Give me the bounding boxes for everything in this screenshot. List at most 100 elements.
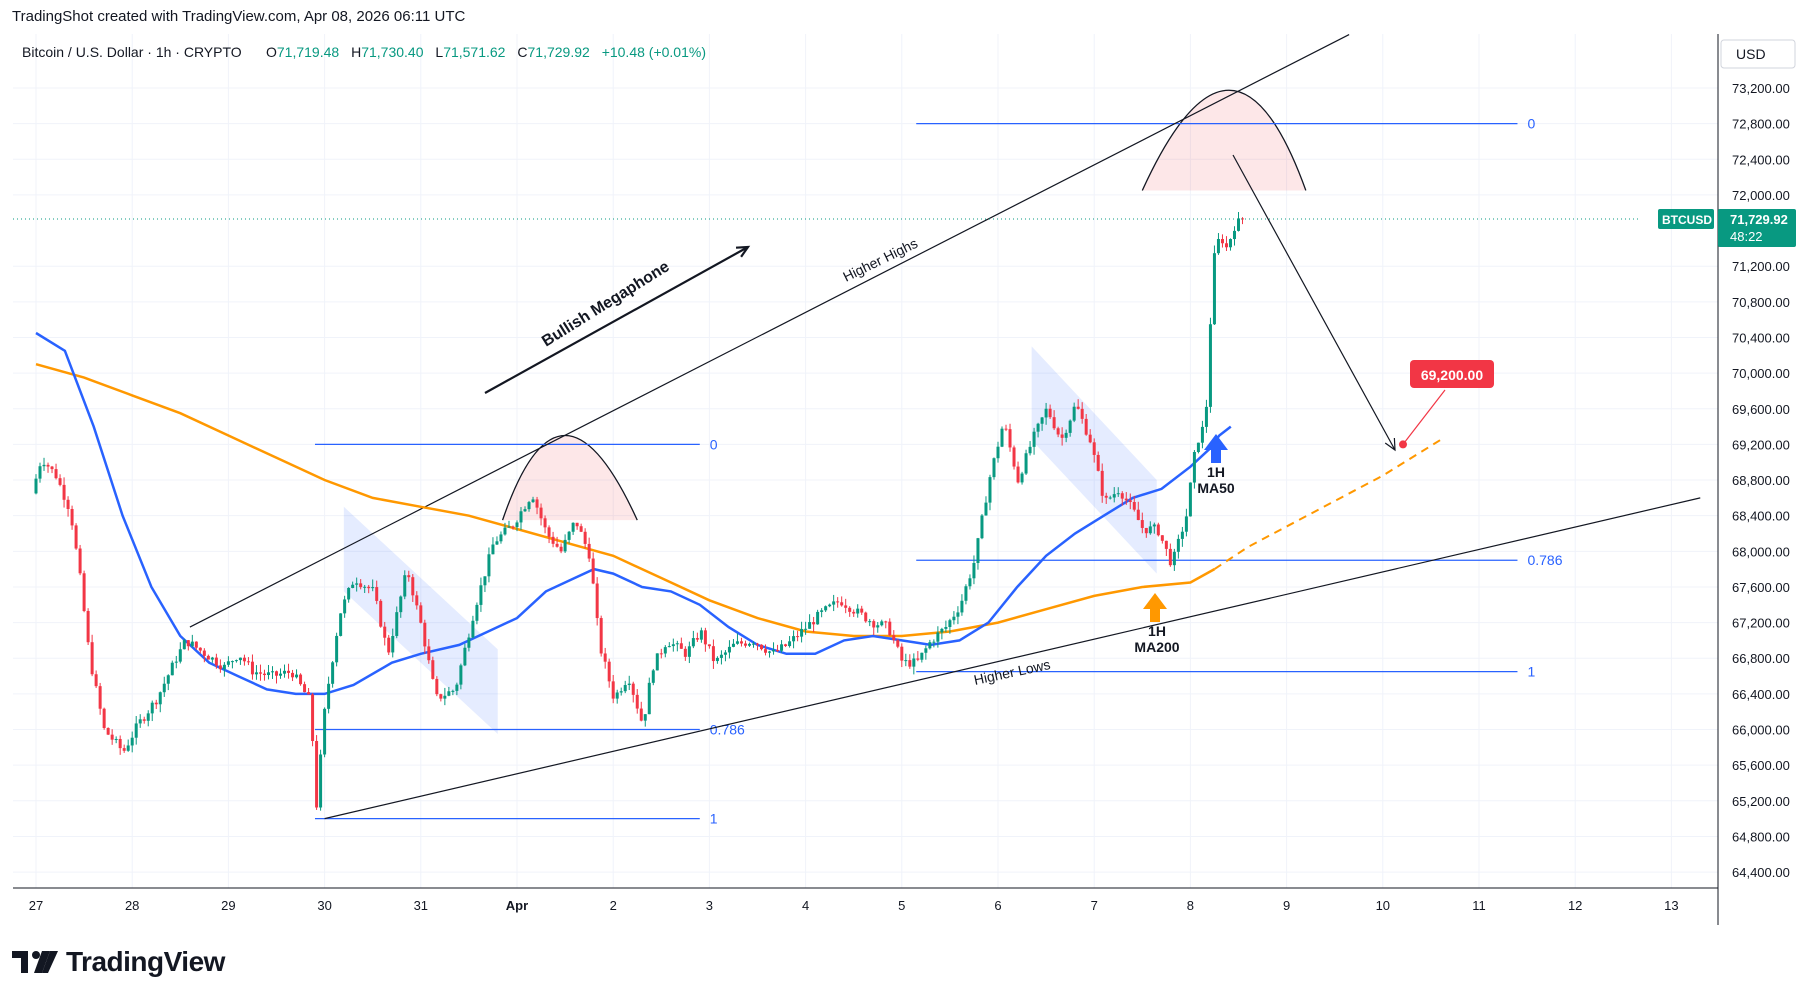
candle-body xyxy=(42,464,46,467)
candle-body xyxy=(768,651,772,653)
candle-body xyxy=(214,657,218,666)
candle-body xyxy=(816,611,820,625)
candle-body xyxy=(451,690,455,692)
candle-body xyxy=(603,653,607,662)
fib-level-label: 1 xyxy=(710,811,718,827)
candle-body xyxy=(515,522,519,528)
candle-body xyxy=(114,738,118,740)
candle-body xyxy=(1128,500,1132,503)
candle-body xyxy=(519,511,523,523)
candle-body xyxy=(619,691,623,693)
candle-body xyxy=(359,583,363,588)
x-tick-label: 28 xyxy=(125,898,139,913)
candle-body xyxy=(483,576,487,586)
candle-body xyxy=(1116,493,1120,495)
y-tick-label: 71,200.00 xyxy=(1732,259,1790,274)
x-tick-label: 8 xyxy=(1187,898,1194,913)
candle-body xyxy=(683,648,687,657)
candle-body xyxy=(391,635,395,653)
x-tick-label: 6 xyxy=(994,898,1001,913)
candle-body xyxy=(1104,495,1108,498)
candle-body xyxy=(920,652,924,660)
candle-body xyxy=(1048,408,1052,418)
x-tick-label: 13 xyxy=(1664,898,1678,913)
x-tick-label: 11 xyxy=(1472,898,1486,913)
candle-body xyxy=(311,694,315,742)
candle-body xyxy=(1080,408,1084,419)
y-tick-label: 72,000.00 xyxy=(1732,188,1790,203)
candle-body xyxy=(928,642,932,649)
candle-body xyxy=(523,509,527,512)
candle-body xyxy=(623,685,627,692)
candle-body xyxy=(303,684,307,693)
candle-body xyxy=(804,628,808,630)
candle-body xyxy=(254,672,258,675)
candle-body xyxy=(571,522,575,532)
candle-body xyxy=(455,684,459,691)
candle-body xyxy=(106,728,110,735)
candle-body xyxy=(439,694,443,699)
candle-body xyxy=(1096,454,1100,471)
trendline-higher-highs xyxy=(189,34,1350,628)
fib-level-label: 1 xyxy=(1527,664,1535,680)
candle-body xyxy=(122,748,126,751)
candle-body xyxy=(860,608,864,613)
candle-body xyxy=(828,604,832,607)
candle-body xyxy=(395,612,399,636)
ma200-projection xyxy=(1213,439,1442,570)
x-tick-label: 10 xyxy=(1376,898,1390,913)
y-tick-label: 68,800.00 xyxy=(1732,473,1790,488)
candle-body xyxy=(727,646,731,653)
candle-body xyxy=(70,509,74,526)
candle-body xyxy=(142,719,146,721)
x-tick-label: 4 xyxy=(802,898,809,913)
candle-body xyxy=(1028,446,1032,454)
candle-body xyxy=(1084,418,1088,435)
tradingview-logo[interactable]: TradingView xyxy=(12,942,225,982)
candle-body xyxy=(1064,432,1068,438)
bar-countdown: 48:22 xyxy=(1730,229,1763,244)
candle-body xyxy=(796,636,800,638)
candle-body xyxy=(499,534,503,542)
candle-body xyxy=(820,610,824,612)
candle-body xyxy=(627,683,631,686)
currency-selector[interactable] xyxy=(1720,39,1796,69)
candle-body xyxy=(924,648,928,653)
candle-body xyxy=(34,478,38,494)
candle-body xyxy=(539,507,543,519)
candle-body xyxy=(467,637,471,648)
candle-body xyxy=(1232,230,1236,240)
y-tick-label: 69,600.00 xyxy=(1732,402,1790,417)
candle-body xyxy=(98,686,102,709)
candle-body xyxy=(707,644,711,647)
legend-symbol[interactable]: Bitcoin / U.S. Dollar · 1h · CRYPTO xyxy=(22,44,242,60)
candle-body xyxy=(615,692,619,699)
candle-body xyxy=(567,531,571,540)
candle-body xyxy=(988,477,992,503)
candle-body xyxy=(138,719,142,724)
candle-body xyxy=(1156,524,1160,536)
legend-open-label: O xyxy=(266,44,277,60)
candle-body xyxy=(471,620,475,638)
candle-body xyxy=(555,543,559,547)
legend-close-label: C xyxy=(517,44,527,60)
candle-body xyxy=(54,469,58,479)
candle-body xyxy=(832,601,836,605)
candle-body xyxy=(864,612,868,622)
candle-body xyxy=(266,672,270,676)
candle-body xyxy=(1052,417,1056,429)
candle-body xyxy=(1120,493,1124,499)
candle-body xyxy=(591,558,595,584)
x-tick-label: 9 xyxy=(1283,898,1290,913)
candle-body xyxy=(679,643,683,649)
candle-body xyxy=(1112,494,1116,498)
candle-body xyxy=(102,708,106,729)
candle-body xyxy=(543,518,547,528)
candle-body xyxy=(1152,524,1156,527)
candle-body xyxy=(1196,442,1200,453)
candle-body xyxy=(90,642,94,675)
legend-low-label: L xyxy=(435,44,443,60)
candle-body xyxy=(226,661,230,665)
candle-body xyxy=(788,641,792,647)
